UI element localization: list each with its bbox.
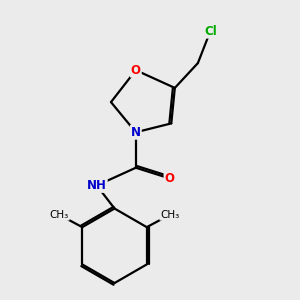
- Text: NH: NH: [87, 179, 107, 192]
- Text: O: O: [131, 64, 141, 77]
- Text: N: N: [131, 126, 141, 139]
- Text: CH₃: CH₃: [160, 210, 179, 220]
- Text: CH₃: CH₃: [50, 210, 69, 220]
- Text: O: O: [164, 172, 175, 185]
- Text: Cl: Cl: [204, 25, 217, 38]
